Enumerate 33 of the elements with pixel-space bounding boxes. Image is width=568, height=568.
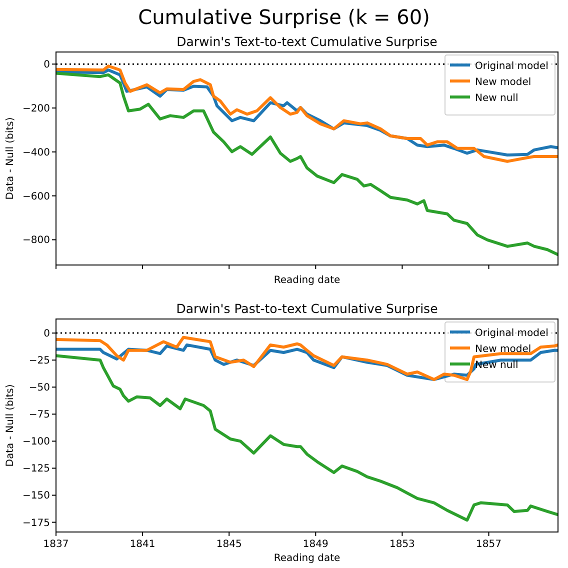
line-series [56,72,558,256]
x-tick-label: 1857 [476,539,502,550]
y-tick-label: −100 [22,436,50,448]
x-tick-label: 1849 [302,539,328,550]
y-axis-title: Data - Null (bits) [5,117,16,200]
y-tick-label: −75 [28,410,50,421]
y-tick-label: −125 [22,464,50,475]
y-axis-title: Data - Null (bits) [5,384,16,467]
legend-label: New null [475,93,518,104]
legend-label: New null [475,360,518,371]
x-tick-label: 1853 [389,539,415,550]
x-tick-label: 1845 [216,539,242,550]
y-tick-label: −25 [28,356,50,367]
x-axis-title: Reading date [274,275,340,286]
legend-label: Original model [475,328,548,339]
chart-title: Cumulative Surprise (k = 60) [138,5,430,29]
y-tick-label: −800 [22,235,50,246]
line-series [56,354,558,522]
y-tick-label: 0 [44,60,50,71]
y-tick-label: −600 [22,191,50,202]
y-tick-label: −175 [22,518,50,529]
y-tick-label: −200 [22,103,50,114]
legend-label: New model [475,77,532,88]
x-axis-title: Reading date [274,553,340,564]
x-tick-label: 1841 [130,539,156,550]
y-tick-label: −150 [22,490,50,502]
chart-subtitle: Darwin's Past-to-text Cumulative Surprise [176,301,438,316]
legend-label: Original model [475,61,548,72]
y-tick-label: 0 [44,328,50,340]
chart-subtitle: Darwin's Text-to-text Cumulative Surprise [176,34,438,49]
x-tick-label: 1837 [43,539,69,550]
y-tick-label: −400 [22,147,50,158]
y-tick-label: −50 [28,382,50,394]
